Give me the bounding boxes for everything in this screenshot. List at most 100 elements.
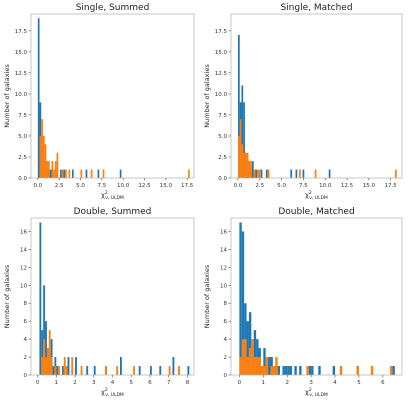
y-tick-label: 10: [220, 283, 227, 289]
orange-histogram-bar: [54, 161, 57, 178]
orange-histogram-bar: [263, 366, 266, 375]
orange-histogram-bar: [80, 366, 83, 375]
plot-frame: [30, 217, 195, 376]
orange-histogram-bar: [267, 169, 270, 178]
blue-histogram-bar: [159, 366, 162, 375]
blue-histogram-bar: [277, 366, 281, 375]
chart-panel-2: Single, Matched 0.0 2.5 5.0 7.5 10.0 12.5 15.0 1…: [203, 3, 403, 201]
x-tick-label: 7: [167, 380, 171, 386]
blue-histogram-bar: [263, 348, 266, 375]
y-tick-label: 2: [224, 355, 228, 361]
y-tick-label: 17.5: [15, 29, 28, 35]
blue-histogram-bar: [287, 366, 290, 375]
blue-histogram-bar: [243, 102, 245, 178]
blue-histogram-bar: [260, 169, 263, 178]
blue-histogram-bar: [302, 169, 305, 178]
blue-histogram-bar: [39, 222, 42, 375]
blue-histogram-bar: [138, 366, 141, 375]
blue-histogram-bar: [311, 366, 314, 375]
y-tick-label: 10.0: [215, 92, 228, 98]
blue-histogram-bar: [299, 366, 302, 375]
x-tick-label: 8: [186, 380, 190, 386]
blue-histogram-bar: [149, 366, 152, 375]
blue-histogram-bar: [332, 366, 336, 375]
x-tick-label: 5.0: [277, 183, 286, 189]
orange-histogram-bar: [356, 366, 359, 375]
blue-histogram-bar: [289, 366, 292, 375]
orange-histogram-bar: [251, 339, 254, 375]
orange-histogram-bar: [116, 366, 119, 375]
orange-histogram-bar: [246, 357, 249, 375]
x-tick-label: 7.5: [97, 183, 106, 189]
chart-title: Double, Summed: [74, 207, 152, 217]
blue-histogram-bar: [295, 169, 298, 178]
y-tick-label: 10: [20, 283, 27, 289]
orange-histogram-bar: [239, 119, 242, 178]
orange-histogram-bar: [80, 169, 83, 178]
orange-histogram-bar: [257, 169, 259, 178]
orange-histogram-bar: [253, 357, 257, 375]
x-tick-label: 17.5: [385, 183, 398, 189]
y-tick-label: 12.5: [15, 71, 28, 77]
blue-histogram-bar: [253, 330, 257, 375]
x-tick-label: 3: [309, 380, 313, 386]
orange-histogram-bar: [63, 357, 66, 375]
x-axis-label: χ2 ν, ULDM: [305, 387, 328, 398]
x-tick-label: 3: [92, 380, 96, 386]
x-tick-label: 4: [333, 380, 337, 386]
orange-histogram-bar: [50, 357, 53, 375]
blue-histogram-bar: [392, 366, 395, 375]
orange-histogram-bar: [275, 357, 278, 375]
blue-histogram-bar: [63, 169, 66, 178]
y-axis-label: Number of galaxies: [3, 64, 11, 128]
y-tick-label: 5.0: [18, 134, 27, 140]
x-tick-label: 5: [357, 380, 361, 386]
x-tick-label: 2: [285, 380, 289, 386]
orange-histogram-bar: [65, 366, 68, 375]
orange-histogram-bar: [260, 366, 264, 375]
y-tick-label: 8: [224, 301, 228, 307]
x-tick-label: 12.5: [341, 183, 354, 189]
x-tick-label: 12.5: [138, 183, 151, 189]
orange-histogram-bar: [270, 366, 273, 375]
y-tick-label: 2.5: [218, 155, 227, 161]
blue-histogram-bar: [248, 312, 252, 375]
orange-histogram-bar: [48, 161, 50, 178]
blue-histogram-bar: [268, 357, 271, 375]
y-tick-label: 2.5: [18, 155, 27, 161]
blue-histogram-bar: [246, 321, 249, 375]
chart-panel-1: Single, Summed 0.0 2.5 5.0 7.5 10.0 12.5 15.0 17…: [3, 3, 195, 201]
blue-histogram-bar: [37, 18, 40, 179]
y-tick-label: 4: [24, 337, 28, 343]
orange-histogram-bar: [258, 169, 261, 178]
orange-histogram-bar: [105, 366, 107, 375]
blue-histogram-bar: [284, 366, 288, 375]
x-tick-label: 1: [55, 380, 59, 386]
blue-histogram-bar: [49, 169, 52, 178]
orange-histogram-bar: [46, 161, 49, 178]
orange-histogram-bar: [248, 348, 252, 375]
x-tick-label: 0.0: [234, 183, 243, 189]
orange-histogram-bar: [299, 169, 301, 178]
orange-histogram-bar: [51, 161, 54, 178]
orange-histogram-bar: [244, 152, 247, 178]
orange-histogram-bar: [54, 366, 57, 375]
orange-histogram-bar: [45, 357, 47, 375]
orange-histogram-bar: [61, 169, 64, 178]
blue-histogram-bar: [308, 366, 312, 375]
orange-histogram-bar: [39, 135, 42, 178]
blue-histogram-bar: [56, 366, 59, 375]
blue-histogram-bar: [251, 161, 254, 178]
y-tick-label: 17.5: [215, 29, 228, 35]
blue-histogram-bar: [328, 169, 331, 178]
x-tick-label: 2.5: [255, 183, 264, 189]
blue-histogram-bar: [97, 169, 100, 178]
x-tick-label: 5.0: [76, 183, 85, 189]
plot-frame: [230, 13, 403, 179]
orange-histogram-bar: [256, 357, 259, 375]
blue-histogram-bar: [237, 35, 240, 179]
y-tick-label: 5.0: [218, 134, 227, 140]
y-tick-label: 16: [20, 229, 27, 235]
